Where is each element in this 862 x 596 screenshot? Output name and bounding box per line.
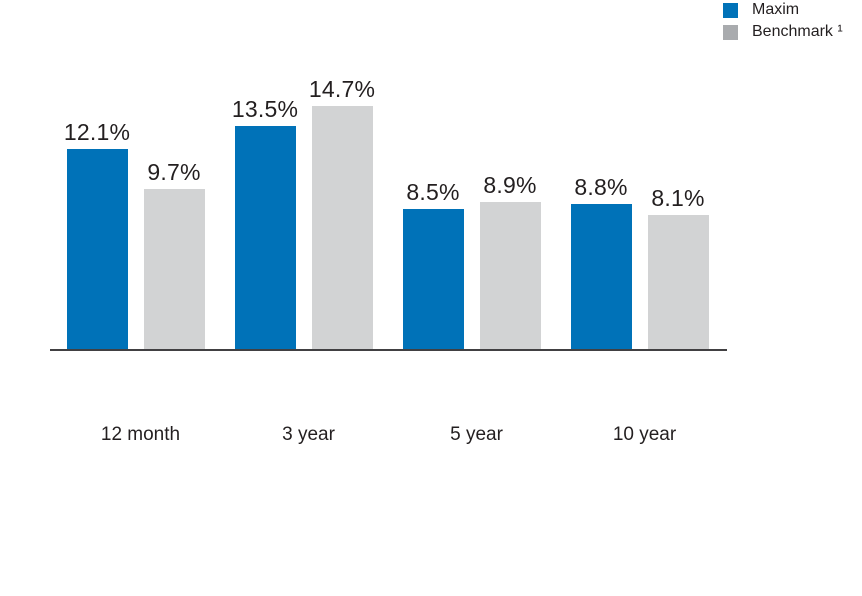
bar-maxim-10-year (570, 203, 632, 349)
bar-value-label-maxim-10-year: 8.8% (574, 173, 628, 200)
legend-label-maxim: Maxim (752, 1, 800, 18)
legend-item-maxim: Maxim (723, 2, 843, 18)
x-axis-label-5-year: 5 year (450, 424, 503, 445)
legend-label-benchmark: Benchmark ¹ (752, 23, 843, 40)
bar-value-label-benchmark-10-year: 8.1% (651, 185, 705, 212)
x-axis-label-10-year: 10 year (612, 424, 677, 445)
bar-value-label-benchmark-12-month: 9.7% (147, 158, 201, 185)
bar-value-label-maxim-5-year: 8.5% (406, 178, 460, 205)
legend-swatch-benchmark-icon (723, 24, 738, 40)
bar-benchmark-12-month (143, 188, 205, 349)
legend-item-benchmark: Benchmark ¹ (723, 24, 843, 40)
bar-value-label-benchmark-3-year: 14.7% (308, 76, 376, 103)
bar-value-label-maxim-3-year: 13.5% (231, 96, 299, 123)
bar-value-label-maxim-12-month: 12.1% (63, 119, 131, 146)
legend: Maxim Benchmark ¹ (723, 2, 843, 46)
plot-area: 12.1% 9.7% 13.5% 14.7% 8.5% 8.9% 8.8% 8.1% (50, 0, 727, 351)
bar-benchmark-3-year (311, 106, 373, 349)
x-axis-line (50, 349, 727, 351)
bar-maxim-5-year (402, 208, 464, 349)
bar-benchmark-5-year (479, 202, 541, 349)
x-axis-label-3-year: 3 year (282, 424, 335, 445)
bar-benchmark-10-year (647, 215, 709, 349)
x-axis-label-12-month: 12 month (100, 424, 181, 445)
legend-swatch-maxim-icon (723, 2, 738, 18)
bar-value-label-benchmark-5-year: 8.9% (483, 172, 537, 199)
bar-maxim-12-month (66, 149, 128, 349)
bar-maxim-3-year (234, 126, 296, 349)
